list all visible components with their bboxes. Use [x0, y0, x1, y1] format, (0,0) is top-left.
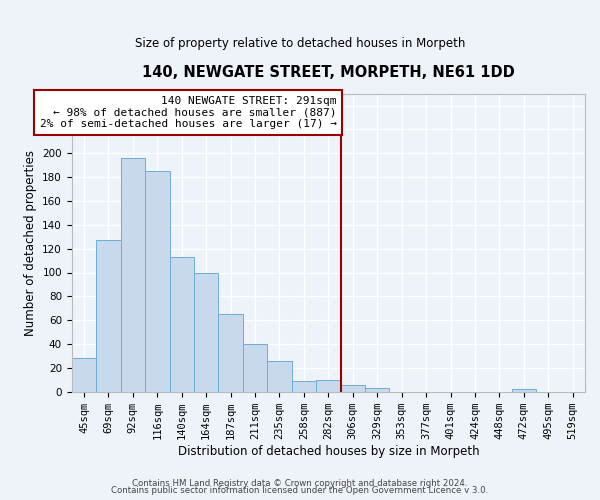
X-axis label: Distribution of detached houses by size in Morpeth: Distribution of detached houses by size …: [178, 444, 479, 458]
Bar: [267, 360, 292, 392]
Text: Size of property relative to detached houses in Morpeth: Size of property relative to detached ho…: [135, 38, 465, 51]
Text: Contains HM Land Registry data © Crown copyright and database right 2024.: Contains HM Land Registry data © Crown c…: [132, 478, 468, 488]
Bar: [96, 240, 121, 392]
Title: 140, NEWGATE STREET, MORPETH, NE61 1DD: 140, NEWGATE STREET, MORPETH, NE61 1DD: [142, 65, 515, 80]
Bar: [170, 257, 194, 392]
Bar: [512, 390, 536, 392]
Bar: [121, 158, 145, 392]
Text: 140 NEWGATE STREET: 291sqm
← 98% of detached houses are smaller (887)
2% of semi: 140 NEWGATE STREET: 291sqm ← 98% of deta…: [40, 96, 337, 130]
Bar: [145, 171, 170, 392]
Y-axis label: Number of detached properties: Number of detached properties: [24, 150, 37, 336]
Text: Contains public sector information licensed under the Open Government Licence v : Contains public sector information licen…: [112, 486, 488, 495]
Bar: [316, 380, 341, 392]
Bar: [292, 381, 316, 392]
Bar: [194, 272, 218, 392]
Bar: [218, 314, 243, 392]
Bar: [243, 344, 267, 392]
Bar: [365, 388, 389, 392]
Bar: [341, 384, 365, 392]
Bar: [72, 358, 96, 392]
